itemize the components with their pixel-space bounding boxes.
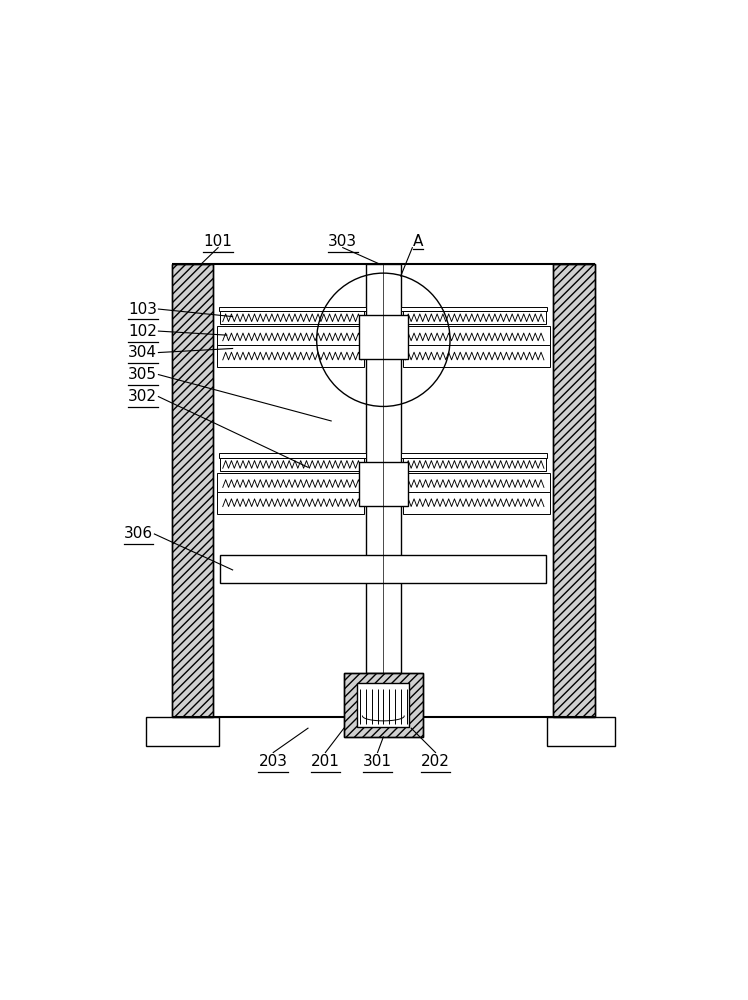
Text: 305: 305: [128, 367, 157, 382]
Bar: [221, 458, 364, 471]
Bar: [217, 345, 364, 367]
Text: 203: 203: [259, 754, 288, 769]
Bar: [359, 315, 408, 359]
Text: A: A: [413, 234, 423, 249]
Bar: [344, 673, 423, 737]
Bar: [172, 264, 213, 717]
Bar: [403, 311, 546, 324]
Text: 101: 101: [203, 234, 233, 249]
Bar: [403, 496, 546, 509]
Bar: [403, 458, 546, 471]
Text: 302: 302: [128, 389, 157, 404]
Bar: [401, 453, 548, 458]
Bar: [403, 473, 550, 495]
Bar: [217, 326, 364, 348]
Bar: [172, 264, 213, 717]
Bar: [217, 473, 364, 495]
Text: 102: 102: [129, 324, 157, 339]
Bar: [219, 307, 366, 311]
Bar: [221, 331, 364, 343]
Bar: [554, 264, 595, 717]
Bar: [403, 477, 546, 490]
Text: 202: 202: [421, 754, 450, 769]
Bar: [366, 264, 401, 673]
Bar: [403, 326, 550, 348]
Bar: [219, 453, 366, 458]
Bar: [344, 673, 423, 737]
Bar: [221, 477, 364, 490]
Bar: [217, 492, 364, 514]
Bar: [403, 492, 550, 514]
Bar: [403, 350, 546, 362]
Text: 304: 304: [128, 345, 157, 360]
Bar: [146, 717, 219, 746]
Bar: [221, 311, 364, 324]
Bar: [358, 683, 409, 727]
Text: 103: 103: [128, 302, 157, 317]
Text: 201: 201: [311, 754, 340, 769]
Bar: [359, 462, 408, 506]
Bar: [403, 331, 546, 343]
Text: 306: 306: [124, 526, 153, 541]
Bar: [548, 717, 615, 746]
Text: 301: 301: [363, 754, 392, 769]
Bar: [554, 264, 595, 717]
Bar: [221, 496, 364, 509]
Text: 303: 303: [328, 234, 358, 249]
Bar: [221, 555, 546, 583]
Bar: [403, 345, 550, 367]
Bar: [401, 307, 548, 311]
Bar: [221, 350, 364, 362]
